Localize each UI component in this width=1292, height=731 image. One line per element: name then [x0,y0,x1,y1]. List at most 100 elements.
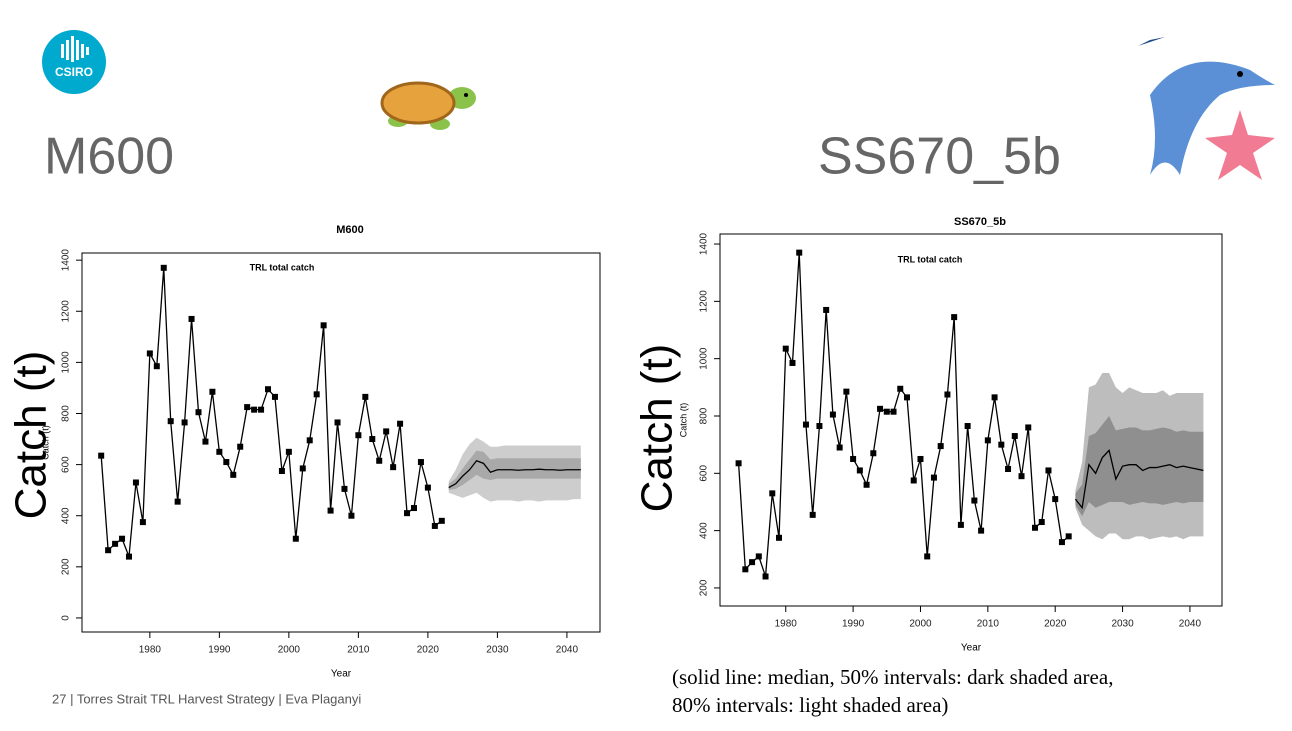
catch-point [244,404,251,411]
catch-point [112,540,119,547]
catch-point [1005,466,1012,473]
slide-title: M600 [44,128,174,186]
catch-point [355,432,362,439]
y-tick-label: 1200 [61,300,72,323]
annotation: TRL total catch [250,262,315,272]
x-tick-label: 1990 [842,619,865,630]
catch-point [809,511,816,518]
catch-point [334,419,341,426]
plot-box [719,233,1223,607]
catch-point [139,519,146,526]
catch-point [362,393,369,400]
catch-point [390,464,397,471]
catch-point [796,249,803,256]
median-line [1074,449,1204,510]
turtle [380,81,476,130]
catch-point [816,423,823,430]
catch-point [1058,539,1065,546]
catch-point [937,443,944,450]
catch-point [742,566,749,573]
x-tick-label: 2040 [556,645,579,656]
slide-title: SS670_5b [818,128,1061,186]
y-tick-label: 1000 [699,347,710,370]
y-tick-label: 400 [61,507,72,524]
catch-point [348,512,355,519]
catch-point [230,471,237,478]
big-y-label: Catch (t) [7,351,56,520]
x-tick-label: 2000 [909,619,932,630]
x-tick-label: 2020 [417,645,440,656]
catch-point [285,448,292,455]
catch-point [431,522,438,529]
catch-point [341,485,348,492]
x-tick-label: 1980 [139,645,162,656]
catch-point [951,314,958,321]
catch-point [836,444,843,451]
catch-point [98,452,105,459]
catch-point [265,386,272,393]
x-axis-label: Year [961,643,982,654]
catch-point [802,421,809,428]
x-tick-label: 1980 [775,619,798,630]
starfish [1205,110,1275,180]
catch-point [856,467,863,474]
catch-point [991,394,998,401]
catch-point [924,553,931,560]
catch-point [299,465,306,472]
catch-point [251,406,258,413]
catch-point [883,408,890,415]
y-axis-label: Catch (t) [40,425,50,460]
catch-point [105,547,112,554]
catch-point [397,420,404,427]
catch-point [404,510,411,517]
catch-point [904,394,911,401]
catch-point [964,423,971,430]
catch-point [877,405,884,412]
catch-point [410,505,417,512]
catch-point [223,459,230,466]
footer: 27 | Torres Strait TRL Harvest Strategy … [52,691,361,706]
logo-bars [61,36,89,62]
catch-point [1065,533,1072,540]
caption: (solid line: median, 50% intervals: dark… [672,665,1113,689]
catch-point [153,363,160,370]
dolphin [1138,37,1275,175]
catch-point [369,436,376,443]
catch-point [984,437,991,444]
catch-point [167,418,174,425]
catch-point [789,359,796,366]
catch-point [292,535,299,542]
catch-point [327,507,334,514]
catch-point [174,498,181,505]
catch-point [897,385,904,392]
y-tick-label: 200 [699,579,710,596]
catch-point [438,517,445,524]
catch-point [944,391,951,398]
caption: 80% intervals: light shaded area) [672,693,948,717]
x-tick-label: 2010 [347,645,370,656]
catch-point [863,481,870,488]
logo: CSIRO [42,30,106,94]
catch-point [1038,519,1045,526]
band-50 [1075,415,1204,517]
catch-point [258,406,265,413]
x-tick-label: 2030 [486,645,509,656]
catch-point [160,264,167,271]
catch-point [870,450,877,457]
x-tick-label: 1990 [208,645,231,656]
x-axis-label: Year [331,669,352,680]
catch-point [776,534,783,541]
catch-point [417,459,424,466]
big-y-label: Catch (t) [633,344,682,513]
x-tick-label: 2030 [1111,619,1134,630]
catch-point [769,490,776,497]
catch-point [383,428,390,435]
y-axis-label: Catch (t) [678,403,688,438]
catch-point [237,443,244,450]
catch-point [971,497,978,504]
y-tick-label: 1200 [699,290,710,313]
catch-point [930,474,937,481]
y-tick-label: 800 [61,405,72,422]
y-tick-label: 0 [61,615,72,621]
